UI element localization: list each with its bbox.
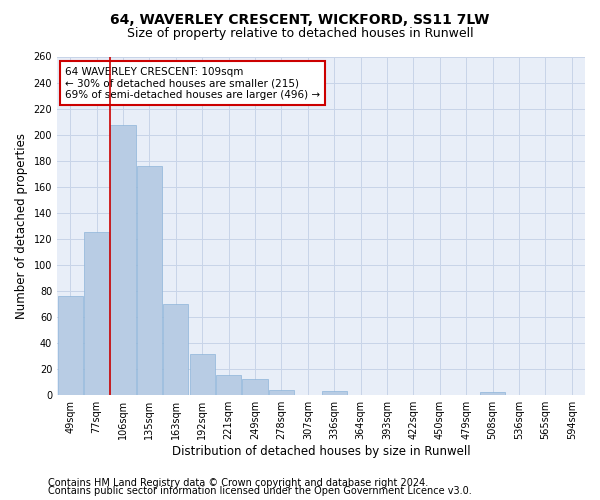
Bar bbox=[242, 379, 268, 394]
X-axis label: Distribution of detached houses by size in Runwell: Distribution of detached houses by size … bbox=[172, 444, 470, 458]
Bar bbox=[58, 296, 83, 394]
Bar bbox=[190, 354, 215, 395]
Text: Contains HM Land Registry data © Crown copyright and database right 2024.: Contains HM Land Registry data © Crown c… bbox=[48, 478, 428, 488]
Text: 64 WAVERLEY CRESCENT: 109sqm
← 30% of detached houses are smaller (215)
69% of s: 64 WAVERLEY CRESCENT: 109sqm ← 30% of de… bbox=[65, 66, 320, 100]
Bar bbox=[480, 392, 505, 394]
Text: Size of property relative to detached houses in Runwell: Size of property relative to detached ho… bbox=[127, 28, 473, 40]
Bar bbox=[322, 391, 347, 394]
Bar bbox=[110, 126, 136, 394]
Bar bbox=[137, 166, 162, 394]
Bar bbox=[163, 304, 188, 394]
Text: 64, WAVERLEY CRESCENT, WICKFORD, SS11 7LW: 64, WAVERLEY CRESCENT, WICKFORD, SS11 7L… bbox=[110, 12, 490, 26]
Bar bbox=[84, 232, 109, 394]
Bar bbox=[269, 390, 294, 394]
Y-axis label: Number of detached properties: Number of detached properties bbox=[15, 132, 28, 318]
Text: Contains public sector information licensed under the Open Government Licence v3: Contains public sector information licen… bbox=[48, 486, 472, 496]
Bar bbox=[216, 375, 241, 394]
